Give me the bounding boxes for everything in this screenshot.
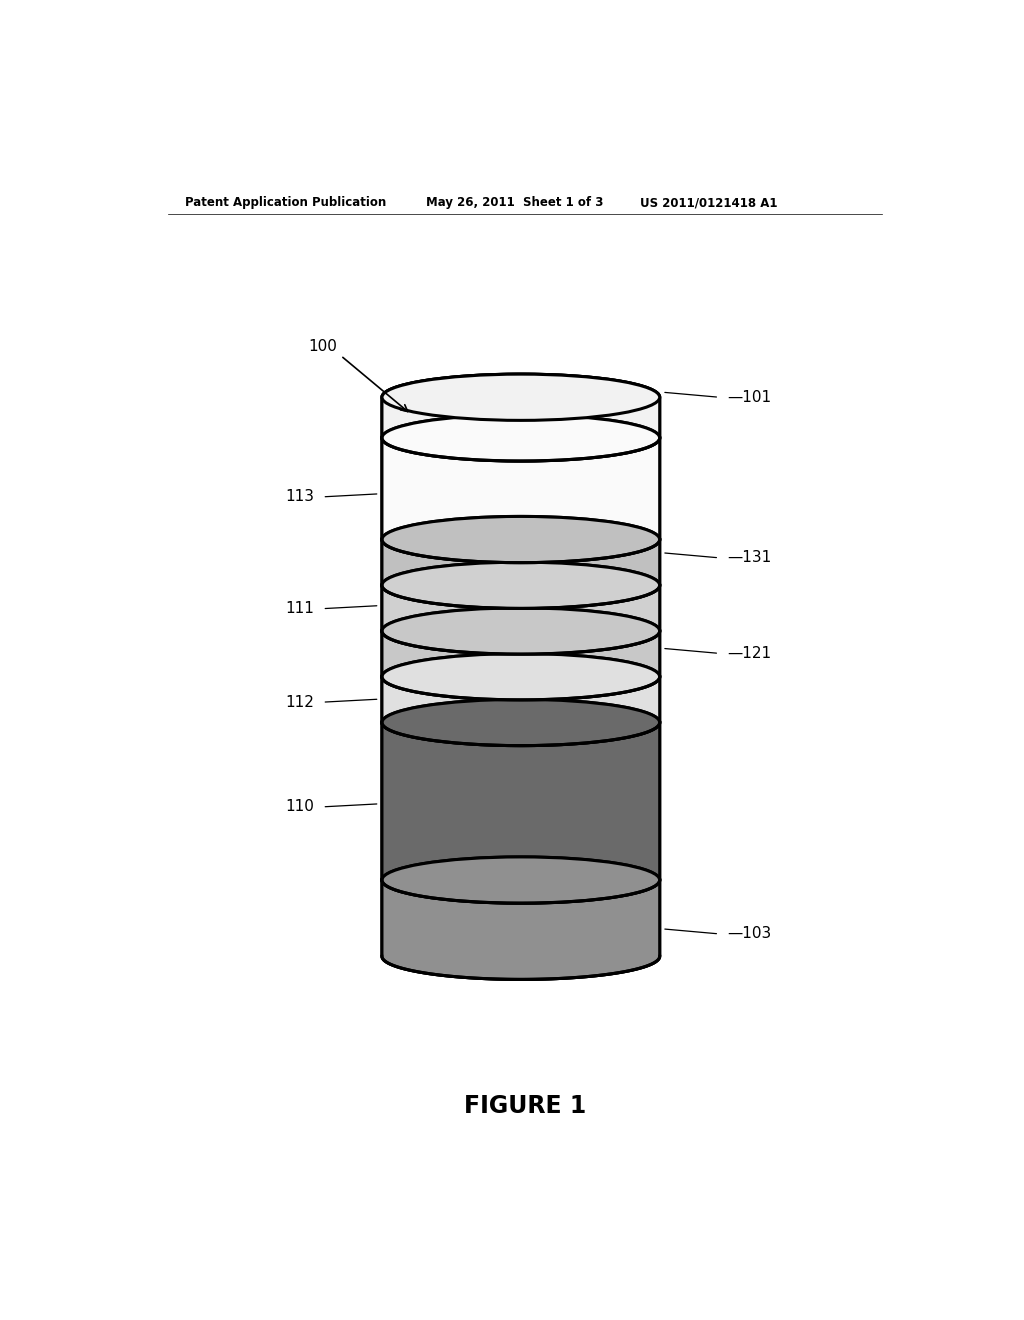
Ellipse shape xyxy=(382,609,659,655)
PathPatch shape xyxy=(382,631,659,700)
Text: —131: —131 xyxy=(727,550,771,565)
PathPatch shape xyxy=(382,677,659,746)
PathPatch shape xyxy=(382,438,659,562)
PathPatch shape xyxy=(382,880,659,979)
Text: —121: —121 xyxy=(727,645,771,661)
PathPatch shape xyxy=(382,414,659,562)
Ellipse shape xyxy=(382,414,659,461)
Text: May 26, 2011  Sheet 1 of 3: May 26, 2011 Sheet 1 of 3 xyxy=(426,195,603,209)
Ellipse shape xyxy=(382,516,659,562)
Text: 113: 113 xyxy=(286,490,314,504)
Text: Patent Application Publication: Patent Application Publication xyxy=(185,195,386,209)
Text: 111: 111 xyxy=(286,601,314,616)
Text: US 2011/0121418 A1: US 2011/0121418 A1 xyxy=(640,195,777,209)
PathPatch shape xyxy=(382,609,659,700)
Ellipse shape xyxy=(382,562,659,609)
PathPatch shape xyxy=(382,857,659,979)
PathPatch shape xyxy=(382,397,659,461)
Ellipse shape xyxy=(382,700,659,746)
Text: 112: 112 xyxy=(286,694,314,710)
Text: —103: —103 xyxy=(727,927,771,941)
Ellipse shape xyxy=(382,374,659,420)
PathPatch shape xyxy=(382,722,659,903)
PathPatch shape xyxy=(382,653,659,746)
PathPatch shape xyxy=(382,562,659,655)
PathPatch shape xyxy=(382,585,659,655)
Text: —101: —101 xyxy=(727,389,771,405)
PathPatch shape xyxy=(382,374,659,461)
Text: 110: 110 xyxy=(286,800,314,814)
PathPatch shape xyxy=(382,516,659,609)
PathPatch shape xyxy=(382,700,659,903)
Ellipse shape xyxy=(382,857,659,903)
Text: 100: 100 xyxy=(308,339,337,354)
PathPatch shape xyxy=(382,540,659,609)
Ellipse shape xyxy=(382,653,659,700)
Text: FIGURE 1: FIGURE 1 xyxy=(464,1094,586,1118)
